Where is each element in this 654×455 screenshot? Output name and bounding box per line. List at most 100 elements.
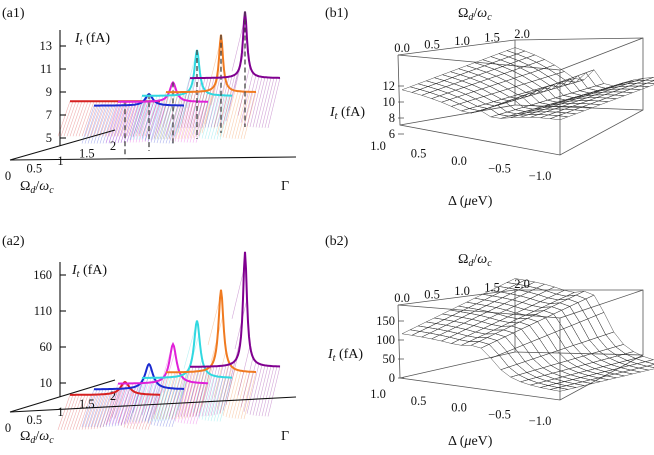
surface-patch <box>550 115 569 121</box>
surface-patch <box>482 56 502 64</box>
fill-line <box>177 88 191 133</box>
surface-patch <box>463 319 483 326</box>
fill-line <box>69 394 83 430</box>
fill-line <box>156 105 170 144</box>
surface-patch <box>564 379 583 384</box>
fill-line <box>186 366 200 417</box>
fill-line <box>105 388 119 427</box>
surface-patch <box>519 379 540 386</box>
a1-series-4-fill <box>153 43 257 140</box>
surface-patch <box>538 335 558 354</box>
surface-patch <box>477 103 496 109</box>
fill-line <box>216 377 230 422</box>
fill-line <box>201 77 215 128</box>
surface-patch <box>575 290 595 300</box>
fill-line <box>189 91 203 139</box>
fill-line <box>168 388 182 427</box>
z-tick-label: 10 <box>383 95 396 109</box>
fill-line <box>243 91 257 140</box>
x-tick-label: 1.0 <box>370 139 386 153</box>
fill-line <box>171 93 185 138</box>
fill-line <box>105 105 119 144</box>
b1-surface <box>401 47 654 121</box>
fill-line <box>132 95 146 140</box>
fill-line <box>207 77 221 128</box>
b2-x-ticks: 1.0 0.5 0.0 −0.5 −1.0 <box>370 387 551 428</box>
a1-series-1-fill <box>81 94 185 144</box>
fill-line <box>243 75 257 126</box>
fill-line <box>108 386 122 422</box>
surface-patch <box>555 290 576 297</box>
fill-line <box>75 394 89 430</box>
fill-line <box>225 91 239 139</box>
surface-patch <box>467 68 487 76</box>
fill-line <box>93 393 107 430</box>
fill-line <box>261 366 275 417</box>
surface-patch <box>409 83 429 90</box>
a2-series-0-fill <box>57 382 161 430</box>
fill-line <box>147 103 161 143</box>
surface-patch <box>463 84 483 92</box>
surface-patch <box>577 72 597 89</box>
surface-patch <box>501 321 520 327</box>
surface-patch <box>519 318 539 326</box>
fill-line <box>189 366 203 417</box>
fill-line <box>204 94 218 140</box>
surface-patch <box>510 321 531 330</box>
surface-patch <box>612 88 631 93</box>
surface-patch <box>433 74 453 81</box>
surface-patch <box>530 114 549 119</box>
a1-series-3-fill <box>129 54 233 140</box>
fill-line <box>108 388 122 427</box>
a2-series-4-fill <box>153 298 257 420</box>
a1-series-1 <box>94 92 184 151</box>
fill-line <box>165 372 179 420</box>
surface-patch <box>449 68 470 75</box>
a2-depth-label: Ωd/ωc <box>20 429 54 446</box>
fill-line <box>102 105 116 144</box>
surface-patch <box>515 309 535 316</box>
fill-line <box>222 368 236 417</box>
surface-patch <box>487 75 507 84</box>
fill-line <box>171 99 185 141</box>
fill-line <box>171 371 185 420</box>
fill-line <box>150 99 164 141</box>
fill-line <box>126 383 140 425</box>
fill-line <box>156 95 170 140</box>
surface-patch <box>531 301 551 308</box>
fill-line <box>129 102 143 141</box>
fill-line <box>219 366 233 414</box>
surface-patch <box>440 99 461 107</box>
surface-patch <box>563 325 582 346</box>
z-tick-label: 50 <box>383 352 396 366</box>
surface-patch <box>564 345 584 359</box>
fill-line <box>192 383 206 425</box>
fill-line <box>57 394 71 430</box>
a1-y-ticks: 5 7 9 11 13 <box>40 39 66 145</box>
depth-tick-label: 0.5 <box>424 288 440 302</box>
surface-patch <box>494 329 514 337</box>
surface-patch <box>437 324 457 332</box>
fill-line <box>174 100 188 142</box>
fill-line <box>159 388 173 427</box>
a1-depth-axis <box>9 129 116 161</box>
fill-line <box>171 105 185 144</box>
fill-line <box>246 363 260 414</box>
fill-line <box>222 90 236 138</box>
z-tick-label: 100 <box>376 333 395 347</box>
surface-patch <box>519 291 540 299</box>
fill-line <box>141 100 155 139</box>
surface-patch <box>473 321 493 329</box>
panel-label-a1: (a1) <box>2 6 25 21</box>
surface-patch <box>523 305 543 312</box>
fill-line <box>213 95 227 140</box>
fill-line <box>105 101 119 137</box>
surface-patch <box>430 334 451 342</box>
fill-line <box>201 94 215 139</box>
fill-line <box>102 391 116 428</box>
fill-line <box>159 105 173 144</box>
fill-line <box>183 366 197 417</box>
surface-patch <box>537 317 556 336</box>
fill-line <box>81 105 95 144</box>
fill-line <box>168 94 182 139</box>
